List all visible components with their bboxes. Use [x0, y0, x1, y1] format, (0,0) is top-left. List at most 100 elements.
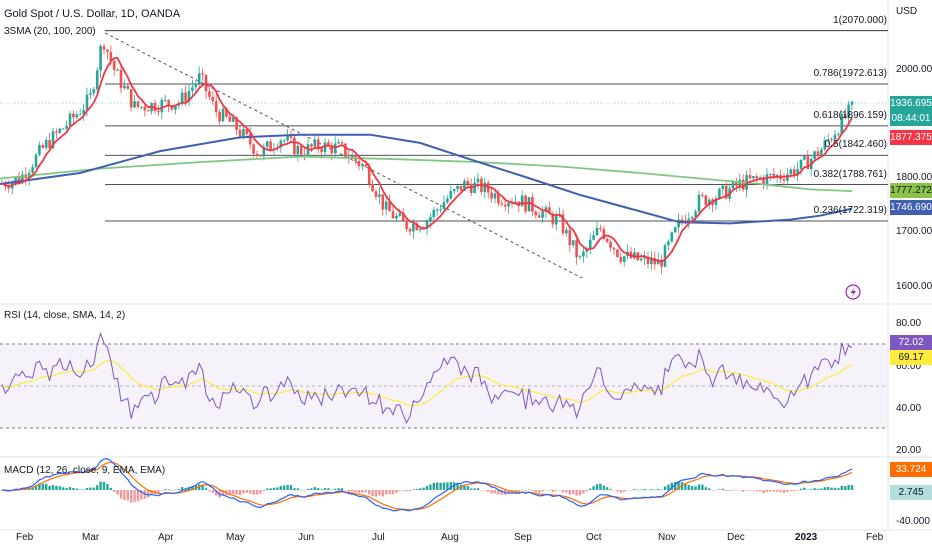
- lightning-icon[interactable]: [845, 284, 861, 300]
- candle[interactable]: [646, 251, 650, 269]
- candle[interactable]: [214, 94, 218, 118]
- rsi-sma-line[interactable]: [1, 359, 853, 407]
- candle[interactable]: [595, 220, 599, 237]
- candle[interactable]: [639, 253, 643, 262]
- candle[interactable]: [316, 135, 320, 154]
- candle[interactable]: [435, 207, 439, 216]
- candle[interactable]: [61, 127, 65, 130]
- candle[interactable]: [616, 249, 619, 259]
- candle[interactable]: [418, 227, 422, 233]
- candle[interactable]: [582, 247, 585, 263]
- candle[interactable]: [337, 138, 340, 145]
- candle[interactable]: [218, 109, 221, 125]
- candle[interactable]: [578, 254, 582, 260]
- candle[interactable]: [405, 219, 408, 232]
- candle[interactable]: [820, 147, 823, 157]
- candle[interactable]: [701, 192, 704, 198]
- candle[interactable]: [629, 246, 633, 260]
- candle[interactable]: [259, 154, 262, 157]
- macd-signal-line[interactable]: [1, 461, 853, 511]
- candle[interactable]: [605, 237, 609, 243]
- candle[interactable]: [99, 44, 102, 78]
- candle[interactable]: [126, 84, 130, 90]
- candle[interactable]: [650, 251, 653, 270]
- candle[interactable]: [327, 139, 330, 146]
- candle[interactable]: [449, 185, 453, 201]
- candle[interactable]: [398, 208, 402, 217]
- candle[interactable]: [571, 240, 575, 248]
- candle[interactable]: [826, 134, 830, 145]
- candle[interactable]: [446, 195, 449, 204]
- candle[interactable]: [813, 150, 816, 162]
- candle[interactable]: [541, 206, 544, 223]
- candle[interactable]: [500, 199, 504, 207]
- candle[interactable]: [667, 239, 670, 251]
- candle[interactable]: [252, 143, 255, 158]
- candle[interactable]: [238, 124, 242, 139]
- candle[interactable]: [534, 209, 538, 219]
- candle[interactable]: [262, 143, 266, 161]
- candle[interactable]: [442, 195, 446, 211]
- candle[interactable]: [656, 252, 660, 265]
- candle[interactable]: [592, 230, 595, 241]
- candle[interactable]: [803, 154, 806, 161]
- candle[interactable]: [588, 233, 592, 255]
- candle[interactable]: [354, 154, 357, 165]
- candle[interactable]: [796, 161, 799, 181]
- candle[interactable]: [55, 128, 58, 139]
- candle[interactable]: [612, 246, 616, 255]
- candle[interactable]: [602, 226, 606, 241]
- candle[interactable]: [391, 206, 395, 219]
- candle[interactable]: [507, 201, 510, 214]
- candle[interactable]: [452, 188, 456, 195]
- candle[interactable]: [850, 100, 854, 111]
- candle[interactable]: [388, 194, 391, 212]
- candle[interactable]: [619, 252, 623, 265]
- candle[interactable]: [75, 111, 79, 120]
- candle[interactable]: [296, 141, 300, 162]
- candle[interactable]: [293, 136, 296, 156]
- candle[interactable]: [775, 173, 779, 183]
- candle[interactable]: [748, 167, 752, 180]
- candle[interactable]: [677, 213, 680, 234]
- candle[interactable]: [119, 64, 123, 94]
- candle[interactable]: [269, 138, 272, 150]
- candle[interactable]: [493, 190, 497, 204]
- candle[interactable]: [303, 147, 306, 161]
- candle[interactable]: [432, 207, 436, 223]
- candle[interactable]: [38, 141, 41, 157]
- candle[interactable]: [609, 239, 612, 252]
- candle[interactable]: [643, 251, 646, 266]
- sma200-line[interactable]: [0, 155, 853, 192]
- candle[interactable]: [384, 194, 388, 216]
- candle[interactable]: [663, 243, 667, 268]
- candle[interactable]: [704, 194, 708, 207]
- candle[interactable]: [599, 224, 602, 232]
- candle[interactable]: [490, 186, 493, 203]
- candle[interactable]: [823, 136, 827, 152]
- candle[interactable]: [140, 106, 143, 110]
- candle[interactable]: [357, 159, 361, 171]
- candle[interactable]: [809, 156, 813, 177]
- candle[interactable]: [82, 104, 85, 121]
- candle[interactable]: [371, 179, 374, 193]
- candle[interactable]: [255, 150, 259, 159]
- candle[interactable]: [680, 215, 684, 226]
- candle[interactable]: [123, 79, 126, 90]
- sma-indicator-title[interactable]: 3SMA (20, 100, 200): [4, 26, 96, 37]
- sma100-line[interactable]: [0, 133, 853, 225]
- rsi-indicator-title[interactable]: RSI (14, close, SMA, 14, 2): [4, 310, 126, 321]
- candle[interactable]: [395, 212, 398, 221]
- candle[interactable]: [660, 254, 663, 275]
- candle[interactable]: [697, 190, 701, 216]
- candle[interactable]: [456, 185, 459, 193]
- candle[interactable]: [41, 142, 45, 149]
- candle[interactable]: [313, 134, 317, 150]
- candle[interactable]: [174, 105, 177, 115]
- candle[interactable]: [670, 231, 674, 244]
- candle[interactable]: [133, 94, 136, 109]
- candle[interactable]: [163, 95, 167, 102]
- candle[interactable]: [575, 233, 578, 265]
- sma20-line[interactable]: [1, 57, 853, 263]
- candle[interactable]: [381, 194, 385, 217]
